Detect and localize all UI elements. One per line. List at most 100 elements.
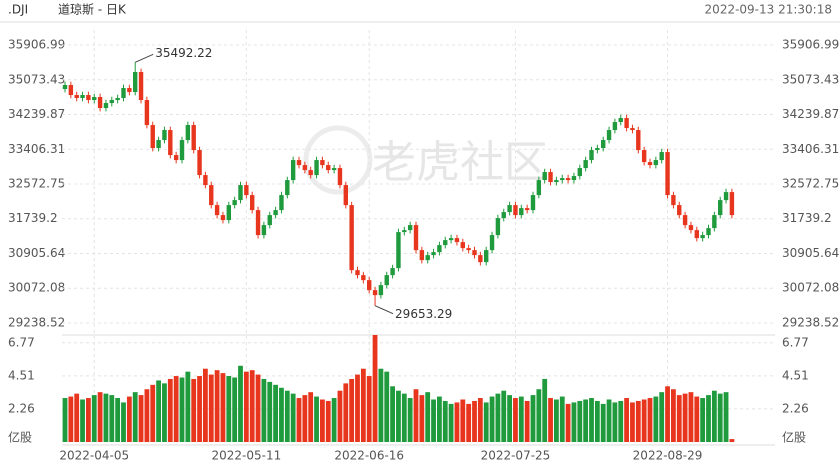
volume-bar bbox=[126, 396, 132, 442]
volume-bar bbox=[671, 389, 676, 442]
candle-body bbox=[443, 240, 448, 246]
annotation-leader bbox=[374, 305, 394, 315]
x-tick-label: 2022-05-11 bbox=[211, 449, 281, 463]
volume-bar bbox=[138, 395, 144, 442]
volume-bar bbox=[156, 380, 161, 442]
x-tick-label: 2022-04-05 bbox=[59, 449, 129, 463]
volume-bar bbox=[121, 402, 126, 442]
volume-bar bbox=[232, 377, 238, 442]
candle-body bbox=[653, 160, 659, 166]
y-tick-label: 30905.64 bbox=[8, 246, 65, 260]
candle-body bbox=[665, 152, 670, 196]
volume-bar bbox=[518, 396, 524, 442]
candle-body bbox=[250, 195, 255, 211]
volume-bar bbox=[185, 371, 191, 442]
candle-body bbox=[220, 215, 226, 221]
candle-body bbox=[466, 248, 471, 251]
volume-bar bbox=[659, 392, 665, 442]
volume-bar bbox=[630, 402, 635, 442]
y-tick-label: 33406.31 bbox=[8, 142, 65, 156]
candle-body bbox=[402, 230, 407, 233]
volume-bar bbox=[62, 398, 68, 442]
candle-body bbox=[343, 185, 348, 206]
volume-bar bbox=[641, 399, 647, 442]
volume-bar bbox=[495, 393, 501, 442]
volume-bar bbox=[507, 395, 512, 442]
candle-body bbox=[115, 98, 120, 101]
volume-bar bbox=[208, 374, 214, 442]
candle-body bbox=[536, 180, 542, 196]
candle-body bbox=[484, 250, 489, 263]
instrument-name: 道琼斯 - 日K bbox=[58, 2, 127, 17]
volume-bar bbox=[454, 402, 460, 442]
volume-bar bbox=[220, 373, 226, 442]
candle-body bbox=[162, 130, 167, 141]
candle-body bbox=[560, 178, 565, 181]
candle-body bbox=[320, 160, 325, 166]
volume-bar bbox=[290, 393, 296, 442]
x-tick-label: 2022-07-25 bbox=[481, 449, 551, 463]
volume-bar bbox=[606, 399, 612, 442]
volume-bar bbox=[536, 389, 542, 442]
volume-bar bbox=[355, 374, 360, 442]
volume-bar bbox=[109, 395, 115, 442]
candle-body bbox=[688, 225, 694, 231]
volume-bar bbox=[431, 399, 436, 442]
x-tick-label: 2022-06-16 bbox=[334, 449, 404, 463]
candle-body bbox=[571, 176, 577, 181]
volume-bar bbox=[717, 393, 723, 442]
volume-bar bbox=[261, 378, 267, 442]
volume-bar bbox=[483, 402, 489, 442]
volume-bar bbox=[407, 398, 413, 442]
volume-bar bbox=[448, 403, 454, 442]
y-tick-label: 31739.2 bbox=[8, 211, 58, 225]
volume-bar bbox=[419, 395, 425, 442]
candle-body bbox=[729, 192, 735, 216]
timestamp: 2022-09-13 21:30:18 bbox=[705, 3, 832, 17]
y-tick-label: 34239.87 bbox=[8, 107, 65, 121]
volume-bar bbox=[325, 400, 331, 442]
volume-bar bbox=[401, 393, 407, 442]
volume-bar bbox=[477, 398, 483, 442]
candle-body bbox=[718, 200, 723, 216]
candle-body bbox=[285, 180, 290, 196]
volume-bar bbox=[243, 371, 249, 442]
candle-body bbox=[706, 228, 711, 236]
volume-tick-label-right: 2.26 bbox=[782, 401, 809, 415]
candle-body bbox=[244, 185, 249, 196]
volume-bar bbox=[273, 384, 278, 442]
y-tick-label: 30072.08 bbox=[8, 281, 65, 295]
volume-bar bbox=[635, 400, 641, 442]
volume-bar bbox=[688, 392, 694, 442]
volume-bar bbox=[68, 396, 74, 442]
candle-body bbox=[378, 285, 384, 296]
candle-body bbox=[425, 255, 430, 261]
candle-body bbox=[103, 103, 109, 109]
annotation-leader bbox=[134, 53, 154, 63]
volume-tick-label: 6.77 bbox=[8, 335, 35, 349]
candle-body bbox=[302, 165, 308, 171]
candle-body bbox=[396, 232, 401, 269]
candle-body bbox=[723, 192, 729, 201]
volume-bar bbox=[559, 396, 565, 442]
volume-bar bbox=[612, 402, 618, 442]
volume-bar bbox=[173, 376, 179, 442]
y-tick-label: 29238.52 bbox=[8, 316, 65, 330]
y2-tick-label: 30905.64 bbox=[782, 246, 839, 260]
volume-bar bbox=[337, 390, 343, 442]
candle-body bbox=[659, 152, 664, 161]
candle-body bbox=[62, 85, 68, 90]
candle-body bbox=[150, 125, 155, 149]
volume-bar bbox=[489, 396, 495, 442]
candle-body bbox=[74, 95, 79, 99]
volume-bar bbox=[284, 390, 290, 442]
volume-bar bbox=[226, 376, 232, 442]
candle-body bbox=[349, 205, 354, 271]
volume-bar bbox=[238, 365, 243, 442]
volume-bar bbox=[360, 368, 366, 442]
candle-body bbox=[308, 170, 313, 176]
volume-bar bbox=[729, 439, 735, 442]
volume-bar bbox=[86, 398, 91, 442]
volume-bar bbox=[279, 387, 284, 442]
candle-body bbox=[255, 210, 261, 236]
